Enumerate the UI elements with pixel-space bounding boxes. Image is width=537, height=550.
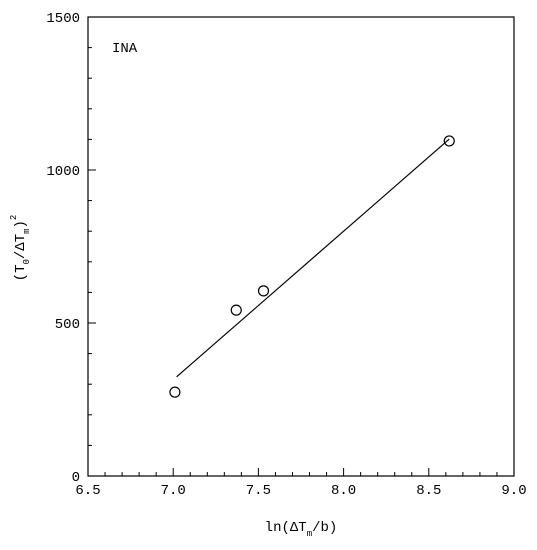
y-label-part: /ΔT bbox=[13, 234, 29, 259]
x-label-part: ln(ΔT bbox=[265, 520, 307, 536]
annotation: INA bbox=[112, 41, 138, 57]
data-point bbox=[169, 386, 181, 398]
y-label-sub: 0 bbox=[22, 259, 32, 264]
x-tick-label: 8.5 bbox=[416, 483, 441, 499]
y-label-part: (T bbox=[13, 265, 29, 282]
y-label-sup: 2 bbox=[9, 215, 19, 220]
data-point bbox=[443, 135, 455, 147]
x-tick-label: 7.5 bbox=[246, 483, 271, 499]
y-tick-label: 500 bbox=[55, 317, 80, 333]
x-tick-label: 9.0 bbox=[501, 483, 526, 499]
y-tick-label: 0 bbox=[72, 470, 80, 486]
x-tick-label: 6.5 bbox=[75, 483, 100, 499]
data-point bbox=[257, 285, 270, 297]
y-label-part: ) bbox=[13, 220, 29, 228]
plot-frame bbox=[87, 16, 515, 477]
x-axis-label: ln(ΔTm/b) bbox=[265, 520, 338, 539]
y-tick-label: 1500 bbox=[46, 11, 80, 27]
fit-line bbox=[176, 138, 450, 378]
x-label-part: /b) bbox=[312, 520, 337, 536]
y-tick-label: 1000 bbox=[46, 164, 80, 180]
x-tick-label: 7.0 bbox=[161, 483, 186, 499]
data-point bbox=[230, 304, 242, 316]
y-axis-label: (T0/ΔTm)2 bbox=[9, 215, 32, 282]
x-label-sub: m bbox=[307, 529, 312, 539]
y-label-sub: m bbox=[22, 228, 32, 233]
x-tick-label: 8.0 bbox=[331, 483, 356, 499]
